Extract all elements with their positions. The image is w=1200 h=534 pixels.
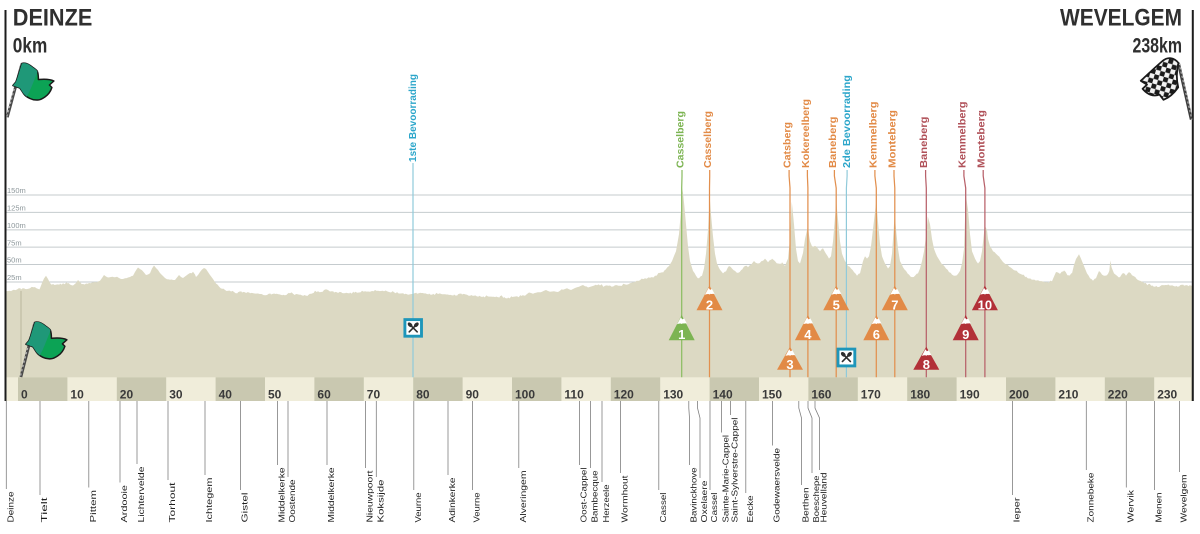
svg-text:80: 80 xyxy=(416,388,430,402)
svg-text:60: 60 xyxy=(317,388,331,402)
svg-text:Sainte-Marie-Cappel: Sainte-Marie-Cappel xyxy=(721,435,731,523)
svg-text:Wormhout: Wormhout xyxy=(620,475,630,523)
svg-text:230: 230 xyxy=(1157,388,1177,402)
svg-text:120: 120 xyxy=(614,388,634,402)
svg-text:Boeschepe: Boeschepe xyxy=(811,475,821,522)
svg-text:6: 6 xyxy=(873,327,880,342)
svg-text:Saint-Sylverstre-Cappel: Saint-Sylverstre-Cappel xyxy=(730,417,740,522)
svg-text:Heuvelland: Heuvelland xyxy=(819,472,829,522)
svg-text:170: 170 xyxy=(861,388,881,402)
svg-text:Kemmelberg: Kemmelberg xyxy=(956,102,968,169)
svg-text:Casselberg: Casselberg xyxy=(675,111,687,168)
svg-text:9: 9 xyxy=(962,327,969,342)
svg-text:110: 110 xyxy=(564,388,584,402)
svg-text:200: 200 xyxy=(1009,388,1029,402)
svg-text:10: 10 xyxy=(70,388,84,402)
svg-text:50m: 50m xyxy=(7,256,22,265)
svg-text:20: 20 xyxy=(120,388,134,402)
svg-text:Casselberg: Casselberg xyxy=(702,111,714,168)
svg-text:Monteberg: Monteberg xyxy=(976,110,988,168)
svg-text:150: 150 xyxy=(762,388,782,402)
svg-text:160: 160 xyxy=(811,388,831,402)
svg-text:Bavinckhove: Bavinckhove xyxy=(689,467,699,522)
svg-text:Torhout: Torhout xyxy=(167,482,177,523)
svg-text:WEVELGEM: WEVELGEM xyxy=(1060,5,1182,32)
svg-text:2: 2 xyxy=(706,297,713,312)
svg-text:Kemmelberg: Kemmelberg xyxy=(867,102,879,169)
svg-text:Alveringem: Alveringem xyxy=(518,470,528,522)
svg-text:70: 70 xyxy=(367,388,381,402)
svg-text:100: 100 xyxy=(515,388,535,402)
svg-text:Catsberg: Catsberg xyxy=(782,122,794,168)
svg-text:180: 180 xyxy=(910,388,930,402)
svg-text:238km: 238km xyxy=(1133,34,1183,58)
svg-text:220: 220 xyxy=(1108,388,1128,402)
svg-text:Cassel: Cassel xyxy=(709,492,719,522)
svg-text:210: 210 xyxy=(1058,388,1078,402)
svg-text:Baneberg: Baneberg xyxy=(918,117,930,169)
svg-text:Menen: Menen xyxy=(1154,492,1164,522)
svg-text:Berthen: Berthen xyxy=(801,487,811,522)
svg-text:25m: 25m xyxy=(7,273,22,282)
svg-text:140: 140 xyxy=(713,388,733,402)
svg-text:Eecke: Eecke xyxy=(745,495,755,522)
svg-text:Middelkerke: Middelkerke xyxy=(326,467,336,522)
svg-text:4: 4 xyxy=(804,327,812,342)
svg-text:30: 30 xyxy=(169,388,183,402)
svg-text:Zonnebeke: Zonnebeke xyxy=(1085,472,1095,522)
svg-text:Oostende: Oostende xyxy=(287,479,297,522)
svg-text:Nieuwpoort: Nieuwpoort xyxy=(365,470,375,523)
svg-text:Gistel: Gistel xyxy=(240,492,250,522)
svg-text:100m: 100m xyxy=(7,221,26,230)
svg-text:130: 130 xyxy=(663,388,683,402)
svg-text:Deinze: Deinze xyxy=(5,491,15,522)
svg-text:1ste Bevoorrading: 1ste Bevoorrading xyxy=(407,74,419,162)
svg-text:Ardooie: Ardooie xyxy=(119,485,129,523)
svg-text:Ichtegem: Ichtegem xyxy=(204,477,214,522)
svg-text:Godewaersvelde: Godewaersvelde xyxy=(772,448,782,523)
svg-text:40: 40 xyxy=(219,388,233,402)
svg-text:50: 50 xyxy=(268,388,282,402)
svg-text:Oxelaere: Oxelaere xyxy=(699,480,709,522)
svg-text:150m: 150m xyxy=(7,186,26,195)
svg-text:Pittem: Pittem xyxy=(88,490,98,523)
svg-text:Oost-Cappel: Oost-Cappel xyxy=(579,467,589,522)
svg-text:Middelkerke: Middelkerke xyxy=(277,467,287,522)
svg-text:125m: 125m xyxy=(7,204,26,213)
svg-text:Wervik: Wervik xyxy=(1125,489,1135,523)
svg-text:DEINZE: DEINZE xyxy=(13,5,93,32)
svg-text:75m: 75m xyxy=(7,238,22,247)
svg-text:10: 10 xyxy=(978,297,992,312)
svg-text:90: 90 xyxy=(466,388,480,402)
svg-text:Veurne: Veurne xyxy=(413,492,423,522)
svg-text:Koksijde: Koksijde xyxy=(375,479,385,523)
svg-text:Wevelgem: Wevelgem xyxy=(1179,474,1189,522)
svg-text:190: 190 xyxy=(960,388,980,402)
svg-text:Ieper: Ieper xyxy=(1012,497,1022,522)
svg-text:5: 5 xyxy=(833,297,840,312)
svg-text:0: 0 xyxy=(21,388,28,402)
svg-text:7: 7 xyxy=(891,297,898,312)
svg-text:Herzeele: Herzeele xyxy=(601,484,611,522)
svg-text:Tielt: Tielt xyxy=(39,496,49,522)
svg-text:Monteberg: Monteberg xyxy=(887,110,899,168)
svg-text:Lichtervelde: Lichtervelde xyxy=(136,466,146,522)
svg-text:Baneberg: Baneberg xyxy=(827,117,839,169)
svg-text:Adinkerke: Adinkerke xyxy=(447,477,457,522)
svg-text:0km: 0km xyxy=(13,34,48,58)
svg-text:Kokereelberg: Kokereelberg xyxy=(800,99,812,168)
svg-text:3: 3 xyxy=(786,357,793,372)
svg-text:1: 1 xyxy=(678,327,685,342)
svg-text:2de Bevoorrading: 2de Bevoorrading xyxy=(841,75,853,168)
svg-text:Veurne: Veurne xyxy=(472,492,482,522)
svg-text:Bambecque: Bambecque xyxy=(590,470,600,522)
svg-text:Cassel: Cassel xyxy=(658,492,668,522)
svg-text:8: 8 xyxy=(923,357,930,372)
